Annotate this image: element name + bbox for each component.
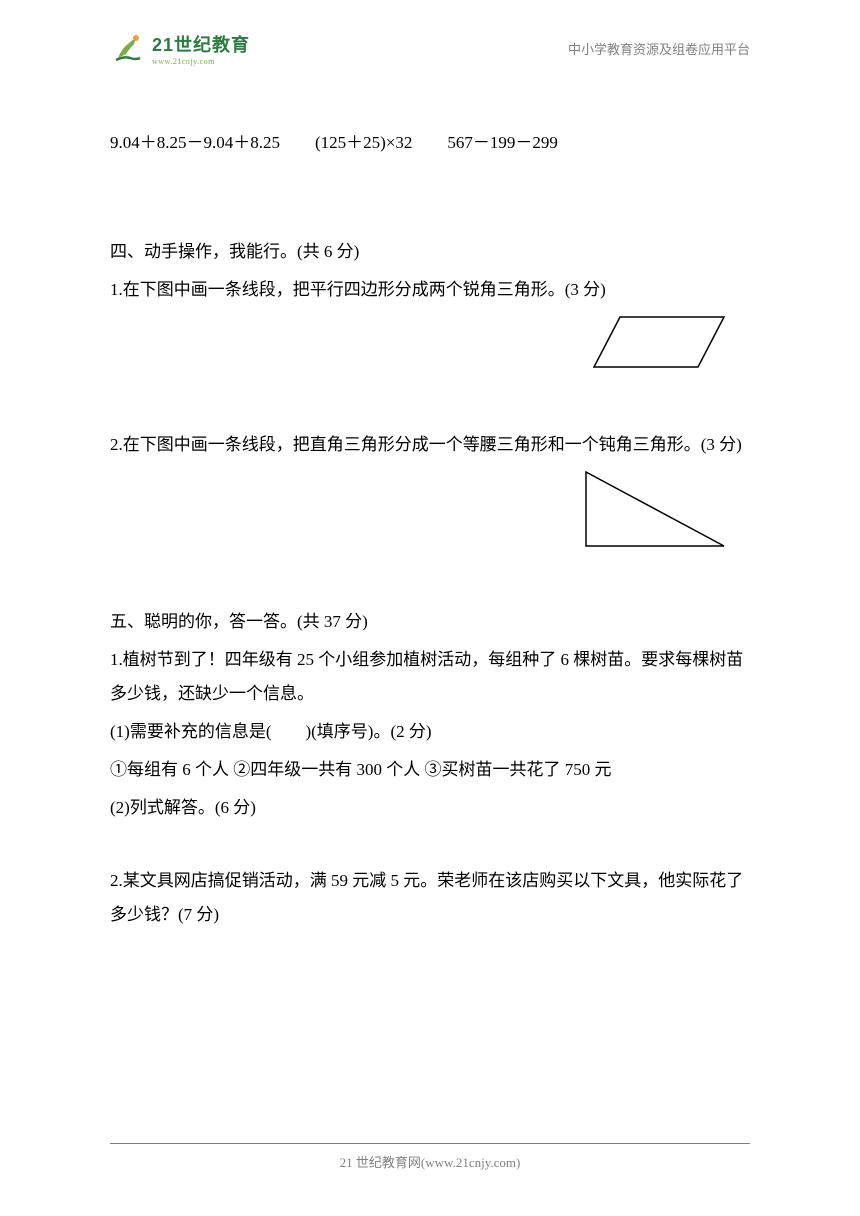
section-5-q1-options: ①每组有 6 个人 ②四年级一共有 300 个人 ③买树苗一共花了 750 元 [110,753,750,787]
math-expr-1: 9.04＋8.25－9.04＋8.25 [110,126,280,160]
section-4-q1: 1.在下图中画一条线段，把平行四边形分成两个锐角三角形。(3 分) [110,273,750,307]
logo-text-block: 21世纪教育 www.21cnjy.com [152,31,250,66]
parallelogram-figure [110,313,750,373]
section-4-q2: 2.在下图中画一条线段，把直角三角形分成一个等腰三角形和一个钝角三角形。(3 分… [110,428,750,462]
math-expr-3: 567－199－299 [447,126,558,160]
math-expr-2: (125＋25)×32 [315,126,412,160]
section-5-q1-sub2: (2)列式解答。(6 分) [110,791,750,825]
page-header: 21世纪教育 www.21cnjy.com 中小学教育资源及组卷应用平台 [0,0,860,76]
page-footer: 21 世纪教育网(www.21cnjy.com) [0,1143,860,1171]
section-5-q2: 2.某文具网店搞促销活动，满 59 元减 5 元。荣老师在该店购买以下文具，他实… [110,864,750,932]
section-4-title: 四、动手操作，我能行。(共 6 分) [110,235,750,269]
spacer [110,829,750,864]
logo-icon [110,30,146,66]
header-platform-text: 中小学教育资源及组卷应用平台 [568,39,750,58]
math-expressions-row: 9.04＋8.25－9.04＋8.25 (125＋25)×32 567－199－… [110,126,750,160]
section-5-q1: 1.植树节到了！四年级有 25 个小组参加植树活动，每组种了 6 棵树苗。要求每… [110,643,750,711]
section-5-title: 五、聪明的你，答一答。(共 37 分) [110,605,750,639]
parallelogram-icon [590,313,730,373]
triangle-figure [110,468,750,550]
section-5-q1-sub1: (1)需要补充的信息是( )(填序号)。(2 分) [110,715,750,749]
footer-divider [110,1143,750,1144]
main-content: 9.04＋8.25－9.04＋8.25 (125＋25)×32 567－199－… [0,76,860,932]
logo-sub-text: www.21cnjy.com [152,57,250,66]
footer-text: 21 世纪教育网(www.21cnjy.com) [340,1155,521,1170]
logo: 21世纪教育 www.21cnjy.com [110,30,250,66]
right-triangle-icon [580,468,730,550]
logo-main-text: 21世纪教育 [152,31,250,57]
